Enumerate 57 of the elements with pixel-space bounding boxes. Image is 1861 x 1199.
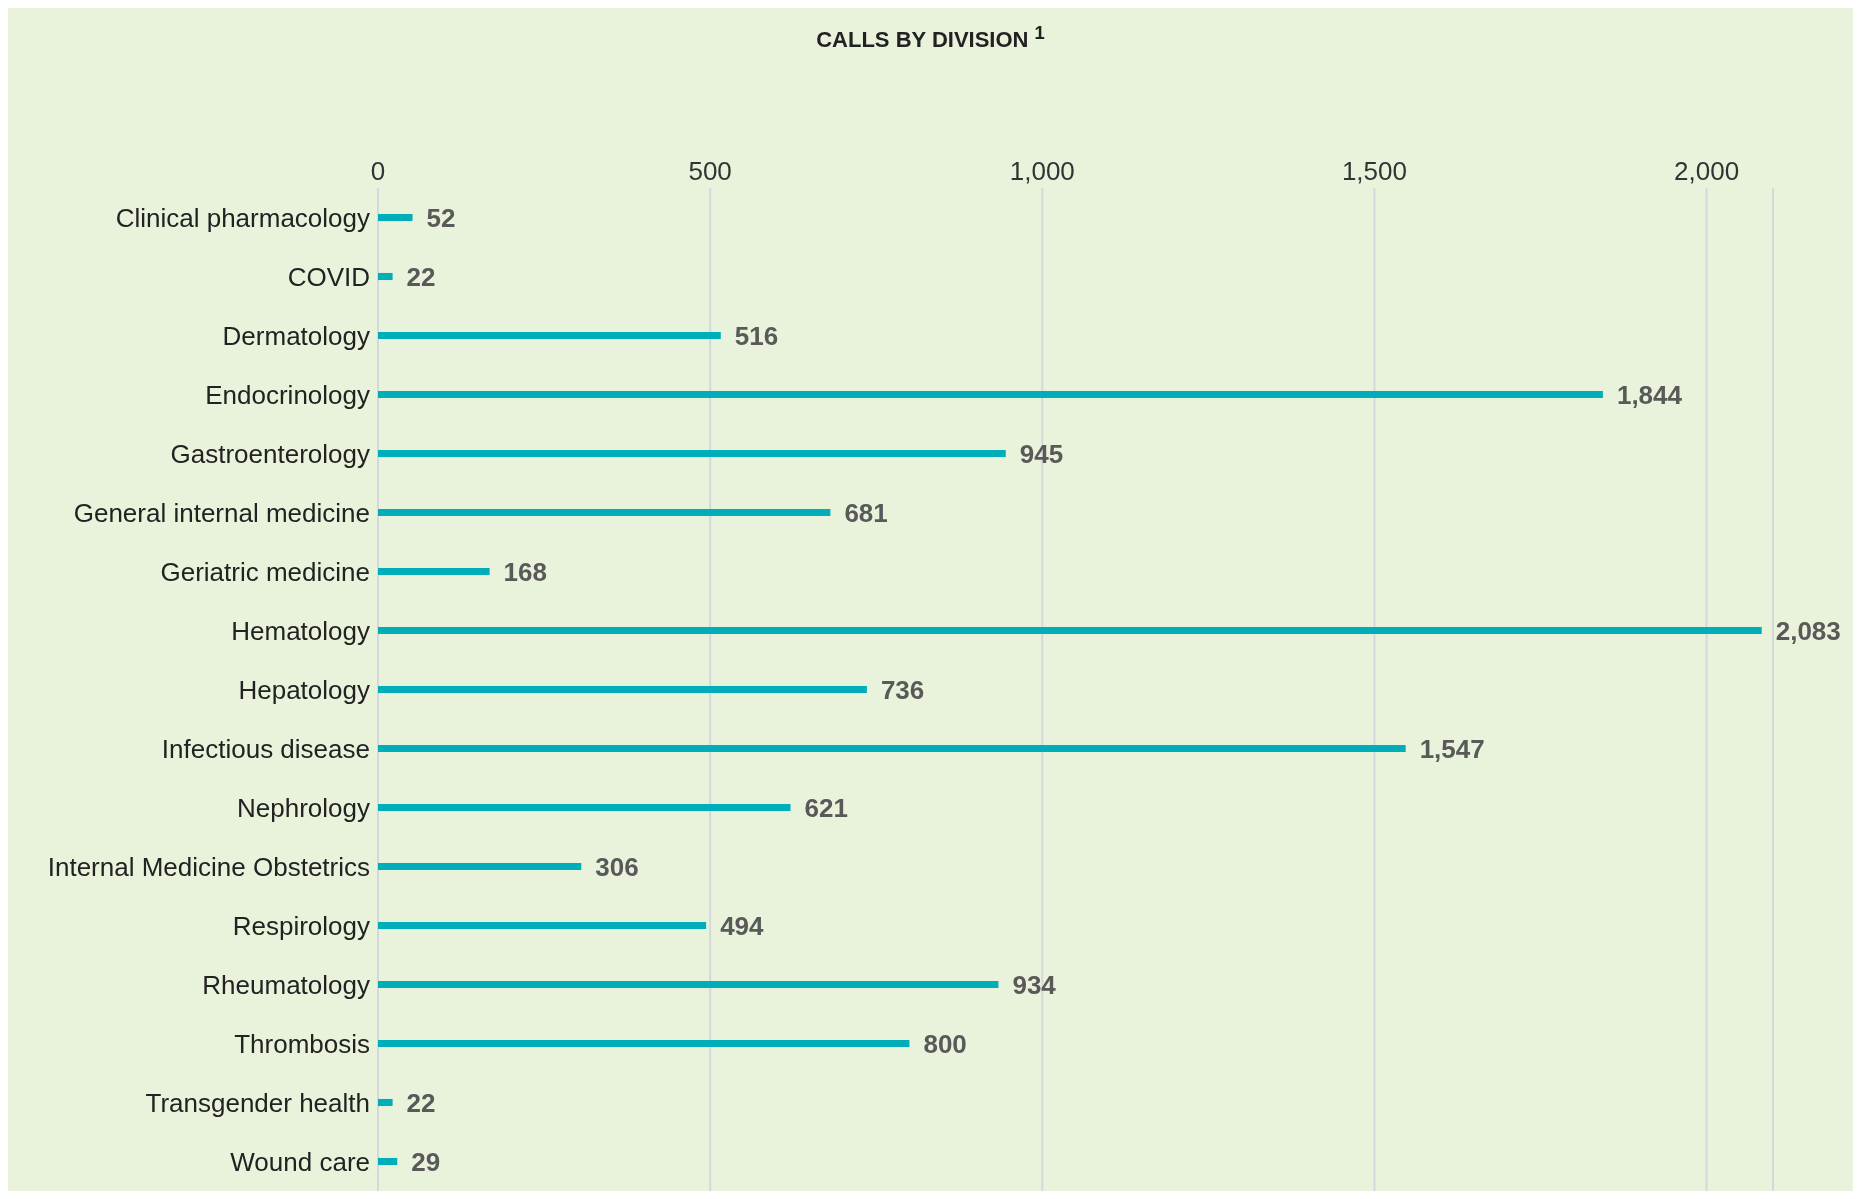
y-tick-label: Dermatology (222, 320, 370, 351)
bar (378, 1039, 910, 1048)
data-label: 29 (411, 1146, 441, 1177)
x-tick-label: 1,000 (1009, 156, 1075, 186)
bar (378, 508, 831, 517)
chart-title: CALLS BY DIVISION $^{1}$ (815, 22, 1046, 54)
y-tick-label: Clinical pharmacology (115, 202, 370, 233)
bar (378, 1098, 393, 1107)
bar (378, 685, 867, 694)
y-tick-label: COVID (287, 261, 370, 292)
bar (378, 744, 1406, 753)
x-tick-label: 1,500 (1341, 156, 1407, 186)
data-label: 52 (426, 202, 456, 233)
y-tick-label: Infectious disease (161, 733, 370, 764)
x-tick-label: 500 (688, 156, 732, 186)
data-label: 621 (804, 792, 848, 823)
data-label: 1,547 (1419, 733, 1485, 764)
data-label: 736 (880, 674, 925, 705)
bar (378, 1157, 398, 1166)
bar (378, 331, 721, 340)
bar (378, 862, 582, 871)
y-tick-label: Geriatric medicine (160, 556, 370, 587)
data-label: 1,844 (1616, 379, 1683, 410)
x-tick-label: 2,000 (1674, 156, 1740, 186)
data-label: 306 (595, 851, 639, 882)
bar (378, 921, 707, 930)
y-tick-label: Hematology (231, 615, 370, 646)
data-label: 2,083 (1775, 615, 1841, 646)
y-tick-label: Nephrology (237, 792, 370, 823)
data-label: 681 (844, 497, 888, 528)
bar (378, 980, 999, 989)
y-tick-label: Thrombosis (234, 1028, 370, 1059)
y-tick-label: Transgender health (145, 1087, 370, 1118)
x-tick-label: 0 (370, 156, 386, 186)
bar (378, 213, 413, 222)
data-label: 168 (503, 556, 547, 587)
bar (378, 390, 1603, 399)
y-tick-label: Rheumatology (202, 969, 370, 1000)
bar (378, 567, 490, 576)
data-label: 494 (720, 910, 765, 941)
y-tick-label: Gastroenterology (170, 438, 370, 469)
data-label: 22 (406, 261, 436, 292)
y-tick-label: Internal Medicine Obstetrics (47, 851, 370, 882)
bar (378, 803, 791, 812)
y-tick-label: Wound care (230, 1146, 370, 1177)
bar (378, 626, 1762, 635)
data-label: 934 (1012, 969, 1057, 1000)
data-label: 800 (923, 1028, 967, 1059)
y-tick-label: Respirology (232, 910, 370, 941)
data-label: 945 (1019, 438, 1064, 469)
data-label: 22 (406, 1087, 436, 1118)
y-tick-label: Endocrinology (205, 379, 370, 410)
y-tick-label: General internal medicine (73, 497, 370, 528)
y-tick-label: Hepatology (238, 674, 370, 705)
bar (378, 272, 393, 281)
bar (378, 449, 1006, 458)
data-label: 516 (734, 320, 779, 351)
